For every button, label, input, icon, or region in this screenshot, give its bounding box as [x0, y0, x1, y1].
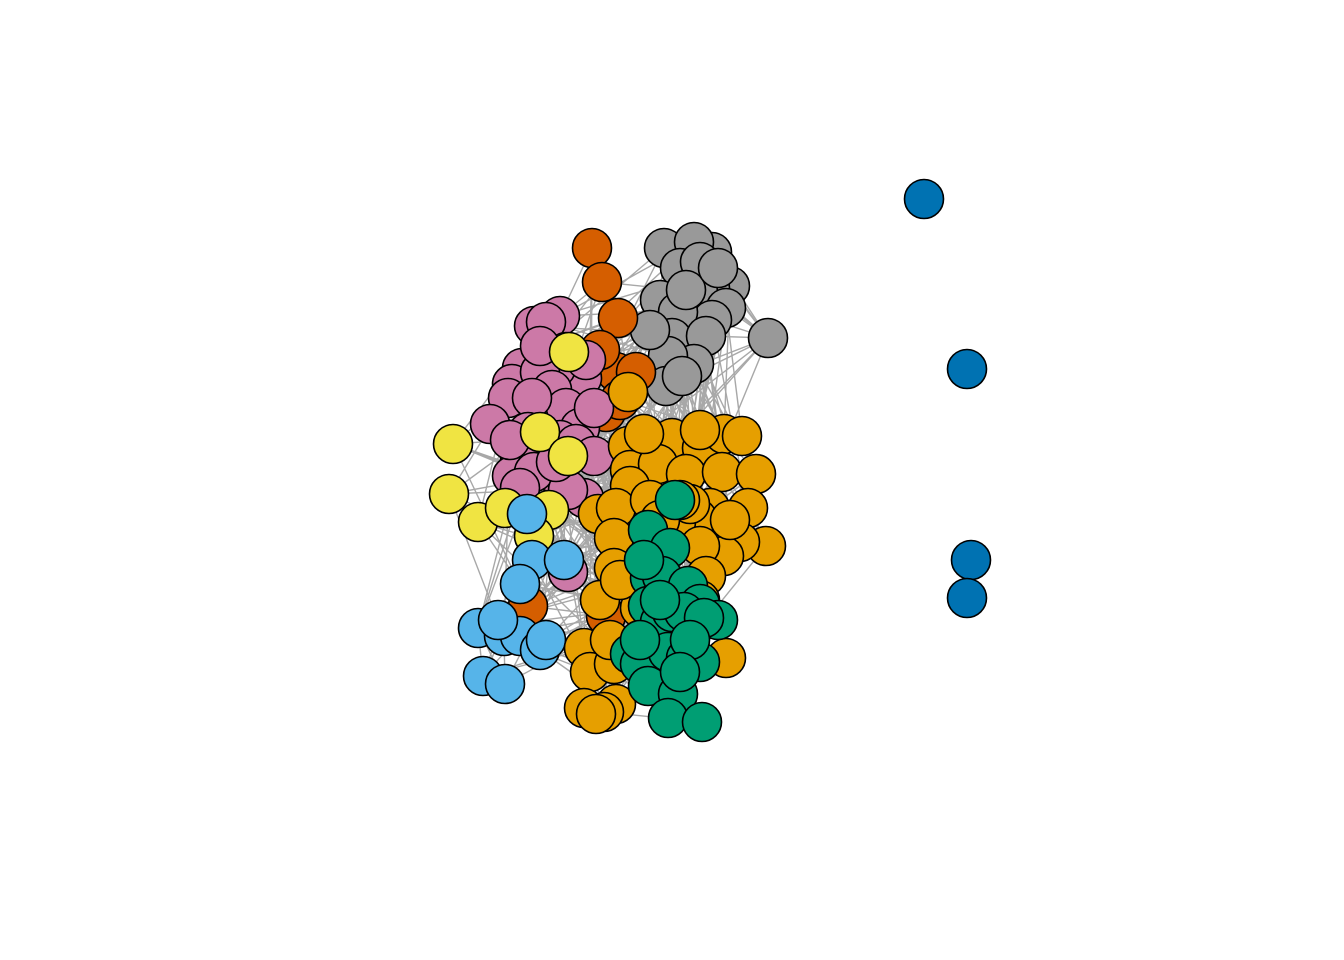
- node-community-2: [571, 227, 613, 269]
- node-community-4: [519, 411, 561, 453]
- node-community-5: [484, 663, 526, 705]
- node-community-6: [607, 371, 649, 413]
- node-community-3: [573, 387, 615, 429]
- node-community-5: [506, 493, 548, 535]
- node-community-4: [428, 473, 470, 515]
- node-community-7: [647, 697, 689, 739]
- node-community-5: [499, 563, 541, 605]
- node-community-7: [654, 479, 696, 521]
- node-community-8: [946, 348, 988, 390]
- node-community-6: [735, 453, 777, 495]
- node-community-6: [679, 409, 721, 451]
- node-community-7: [659, 651, 701, 693]
- node-community-1: [697, 247, 739, 289]
- node-layer: [428, 178, 992, 743]
- node-community-4: [432, 423, 474, 465]
- node-community-2: [581, 261, 623, 303]
- node-community-6: [575, 693, 617, 735]
- node-community-8: [946, 577, 988, 619]
- node-community-7: [619, 619, 661, 661]
- node-community-1: [661, 355, 703, 397]
- node-community-5: [477, 599, 519, 641]
- node-community-3: [511, 377, 553, 419]
- node-community-5: [525, 619, 567, 661]
- node-community-4: [547, 435, 589, 477]
- node-community-1: [747, 317, 789, 359]
- node-community-4: [548, 331, 590, 373]
- node-community-8: [950, 539, 992, 581]
- node-community-6: [709, 499, 751, 541]
- node-community-7: [639, 579, 681, 621]
- node-community-7: [623, 539, 665, 581]
- node-community-7: [681, 701, 723, 743]
- node-community-6: [721, 415, 763, 457]
- node-community-8: [903, 178, 945, 220]
- node-community-2: [597, 297, 639, 339]
- node-community-6: [701, 451, 743, 493]
- node-community-5: [543, 539, 585, 581]
- node-community-6: [623, 413, 665, 455]
- node-community-1: [665, 269, 707, 311]
